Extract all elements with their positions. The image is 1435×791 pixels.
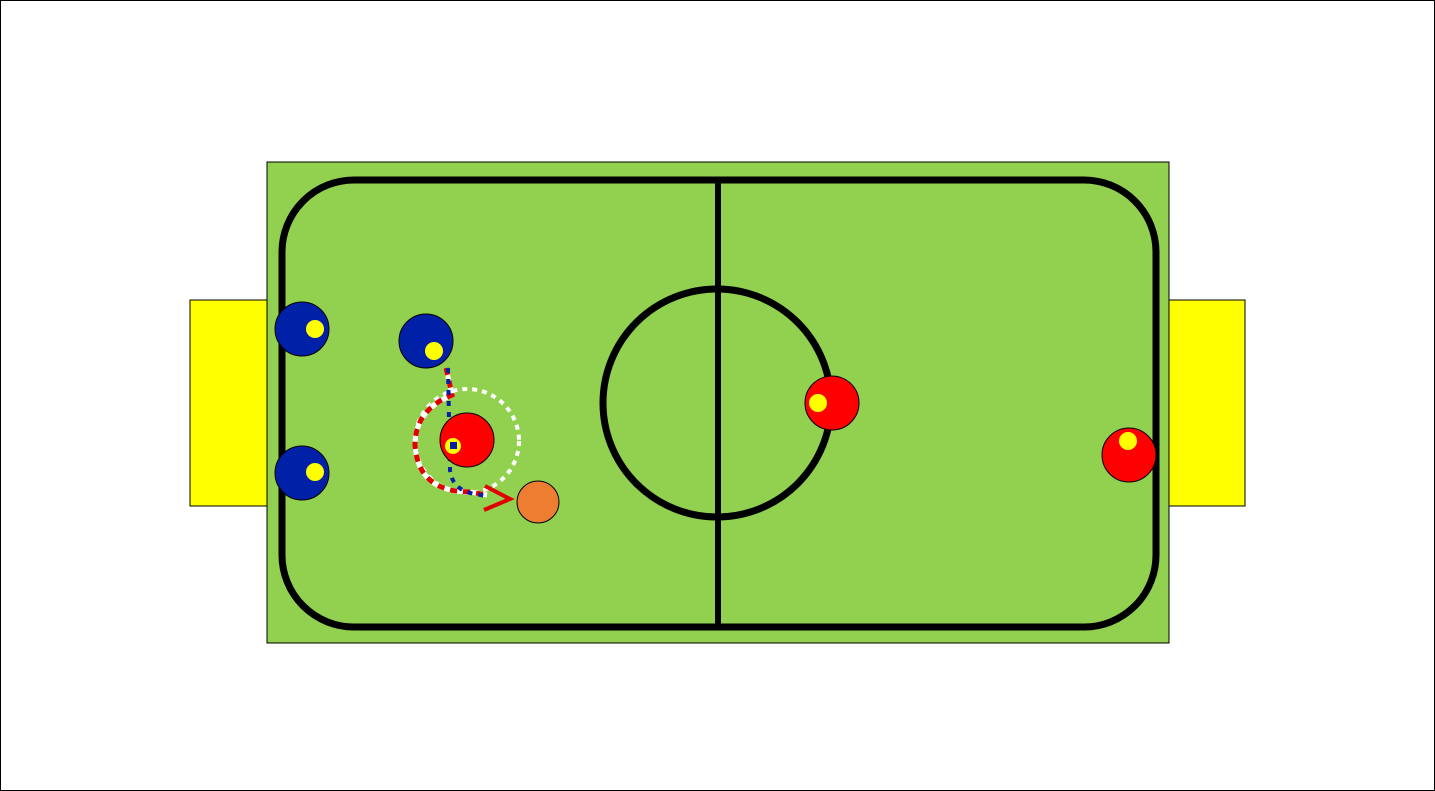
red-player-defender <box>439 412 495 468</box>
player-marker <box>809 394 827 412</box>
player-marker <box>425 342 443 360</box>
blue-player-goalkeeper-bottom <box>274 445 330 501</box>
arrow-head-icon <box>483 484 515 512</box>
player-marker <box>306 463 324 481</box>
red-player-goalkeeper <box>1101 427 1157 483</box>
orange-ball <box>516 480 560 524</box>
red-white-curved-run-dash <box>412 367 488 498</box>
left-goal <box>189 299 268 507</box>
right-goal <box>1168 299 1246 507</box>
player-marker-center <box>450 442 457 449</box>
blue-dotted-run <box>446 367 487 498</box>
blue-player-attacker <box>398 313 454 369</box>
player-marker <box>1119 432 1137 450</box>
red-player-midfielder <box>804 375 860 431</box>
blue-player-goalkeeper-top <box>274 301 330 357</box>
player-marker <box>306 320 324 338</box>
